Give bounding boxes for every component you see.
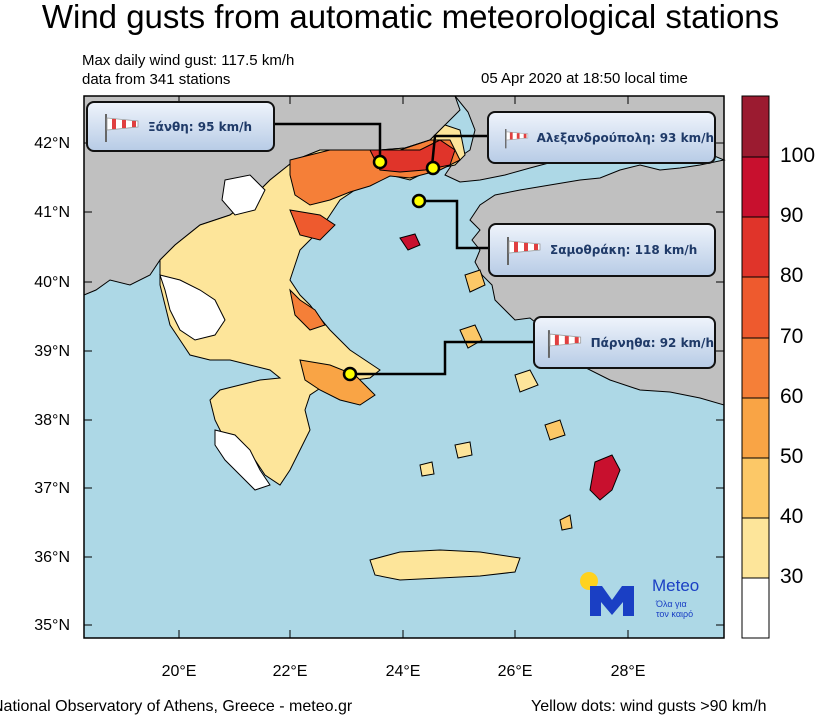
- lon-label: 24°E: [385, 663, 421, 680]
- lat-label: 40°N: [34, 274, 70, 291]
- lat-label: 36°N: [34, 549, 70, 566]
- m-letter-icon: [590, 586, 634, 616]
- sun-icon: [580, 572, 598, 590]
- colorbar-label: 70: [780, 325, 804, 348]
- callout-xanthi: Ξάνθη: 95 km/h: [86, 101, 275, 152]
- dot-alexandroupoli: [425, 160, 441, 176]
- leader-lines: [273, 122, 535, 376]
- islands: [369, 233, 621, 581]
- map-frame: [83, 95, 725, 639]
- lat-label: 41°N: [34, 204, 70, 221]
- colorbar-label: 50: [780, 445, 804, 468]
- lat-label: 35°N: [34, 617, 70, 634]
- callout-samothraki: Σαμοθράκη: 118 km/h: [488, 223, 716, 277]
- lat-label: 37°N: [34, 480, 70, 497]
- max-gust-text: Max daily wind gust: 117.5 km/h: [82, 52, 295, 69]
- callout-text: Ξάνθη: 95 km/h: [148, 119, 253, 134]
- colorbar-label: 80: [780, 264, 804, 287]
- dot-samothraki: [411, 193, 427, 209]
- windsock-icon: [547, 329, 582, 358]
- logo-tagline: τον καιρό: [656, 609, 694, 619]
- high-gust-dots: [342, 154, 441, 382]
- logo-brand: Meteo: [652, 576, 700, 595]
- lon-label: 22°E: [272, 663, 308, 680]
- callout-text: Πάρνηθα: 92 km/h: [590, 335, 714, 350]
- map-title: Wind gusts from automatic meteorological…: [41, 0, 780, 35]
- dots-note: Yellow dots: wind gusts >90 km/h: [531, 698, 767, 715]
- lon-ticks: [178, 96, 629, 638]
- lat-label: 38°N: [34, 412, 70, 429]
- colorbar-label: 30: [780, 565, 804, 588]
- colorbar-label: 100: [780, 144, 816, 167]
- lat-ticks: [84, 142, 724, 626]
- dot-parnitha: [342, 366, 358, 382]
- callout-alexandroupoli: Αλεξανδρούπολη: 93 km/h: [487, 111, 716, 164]
- lat-label: 42°N: [34, 135, 70, 152]
- dot-xanthi: [372, 154, 388, 170]
- lon-label: 20°E: [161, 663, 197, 680]
- colorbar: [741, 95, 770, 639]
- colorbar-label: 40: [780, 505, 804, 528]
- stations-count-text: data from 341 stations: [82, 71, 231, 88]
- meteo-logo: [580, 572, 634, 616]
- lat-label: 39°N: [34, 343, 70, 360]
- lon-label: 28°E: [610, 663, 646, 680]
- windsock-icon: [505, 128, 529, 148]
- callout-parnitha: Πάρνηθα: 92 km/h: [533, 316, 716, 369]
- colorbar-label: 60: [780, 385, 804, 408]
- windsock-icon: [507, 237, 541, 265]
- datetime-text: 05 Apr 2020 at 18:50 local time: [481, 70, 688, 87]
- callout-text: Αλεξανδρούπολη: 93 km/h: [536, 130, 714, 145]
- callout-text: Σαμοθράκη: 118 km/h: [550, 243, 698, 257]
- logo-tagline: Όλα για: [656, 599, 687, 609]
- greece-land: [159, 124, 466, 491]
- lon-label: 26°E: [497, 663, 533, 680]
- source-text: National Observatory of Athens, Greece -…: [0, 698, 353, 715]
- windsock-icon: [105, 113, 139, 142]
- colorbar-label: 90: [780, 204, 804, 227]
